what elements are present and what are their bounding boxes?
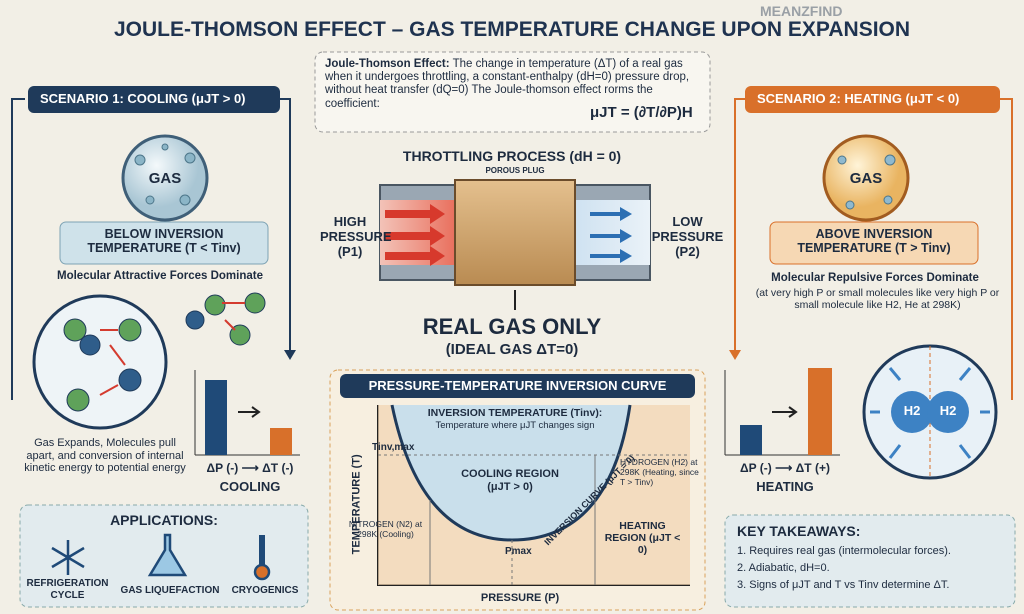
takeaway: 3. Signs of μJT and T vs Tinv determine … [737, 579, 950, 591]
note: (at very high P or small molecules like … [755, 287, 1000, 312]
inversion-title: INVERSION TEMPERATURE (Tinv): [427, 407, 603, 419]
heating-region: HEATING REGION (μJT < 0) [604, 520, 681, 557]
definition: Joule-Thomson Effect: The change in temp… [325, 58, 705, 111]
molecule-label: H2 [939, 403, 957, 418]
takeaway: 2. Adiabatic, dH=0. [737, 562, 830, 574]
watermark: MEANZFIND [760, 3, 843, 19]
arrow [284, 350, 296, 360]
formula: μJT = (∂T/∂P)H [590, 104, 693, 121]
applications-title: APPLICATIONS: [110, 512, 218, 528]
condition-box [59, 221, 269, 265]
curve-title: PRESSURE-TEMPERATURE INVERSION CURVE [368, 378, 667, 393]
temperature-bar [270, 428, 292, 455]
condition: BELOW INVERSION TEMPERATURE (T < Tinv) [87, 227, 241, 256]
pmax-label: Pmax [505, 546, 532, 557]
takeaway: 1. Requires real gas (intermolecular for… [737, 545, 951, 557]
real-gas: REAL GAS ONLY [422, 314, 602, 339]
takeaways-box [724, 514, 1016, 608]
explanation: Gas Expands, Molecules pull apart, and c… [24, 437, 186, 475]
pressure-bar [740, 425, 762, 455]
definition-box [314, 51, 711, 133]
inversion-text: Temperature where μJT changes sign [435, 420, 595, 431]
relation: ΔP (-) ⟶ ΔT (+) [740, 461, 830, 475]
condition-box [769, 221, 979, 265]
pressure-bar [205, 380, 227, 455]
application: CRYOGENICS [231, 585, 299, 596]
gas-label: GAS [849, 170, 883, 187]
throttling-title: THROTTLING PROCESS (dH = 0) [402, 148, 622, 164]
cooling-region: COOLING REGION (μJT > 0) [461, 468, 559, 493]
title: JOULE-THOMSON EFFECT – GAS TEMPERATURE C… [113, 18, 911, 41]
molecule-zoom [32, 294, 168, 430]
scenario2-header-bg [745, 86, 1000, 113]
tmax-label: Tinv,max [372, 442, 415, 453]
scenario1-header: SCENARIO 1: COOLING (μJT > 0) [40, 91, 246, 106]
connector [280, 98, 291, 355]
result: HEATING [756, 479, 814, 494]
hydrogen: HYDROGEN (H2) at 298K (Heating, since T … [620, 457, 699, 487]
gas-label: GAS [148, 170, 182, 187]
definition-label: Joule-Thomson Effect: [325, 58, 450, 70]
scenario1-header-bg [28, 86, 280, 113]
low-pressure: LOW PRESSURE (P2) [651, 214, 724, 259]
application: REFRIGERATION CYCLE [26, 578, 109, 601]
x-axis-label: PRESSURE (P) [480, 592, 560, 604]
connector [11, 98, 25, 400]
takeaways-title: KEY TAKEAWAYS: [737, 523, 861, 539]
porous-plug [454, 179, 576, 286]
molecule-label: H2 [903, 403, 921, 418]
definition-text: The change in temperature (ΔT) of a real… [325, 58, 690, 110]
temperature-bar [808, 368, 832, 455]
application: GAS LIQUEFACTION [120, 585, 220, 596]
ideal-gas: (IDEAL GAS ΔT=0) [445, 341, 579, 358]
relation: ΔP (-) ⟶ ΔT (-) [206, 461, 294, 475]
scenario2-header: SCENARIO 2: HEATING (μJT < 0) [757, 91, 960, 106]
plug-label: POROUS PLUG [485, 166, 545, 175]
forces: Molecular Repulsive Forces Dominate [771, 272, 979, 284]
forces: Molecular Attractive Forces Dominate [57, 270, 263, 282]
nitrogen: NITROGEN (N2) at 298K (Cooling) [348, 519, 423, 539]
result: COOLING [219, 479, 281, 494]
condition: ABOVE INVERSION TEMPERATURE (T > Tinv) [797, 227, 951, 256]
high-pressure: HIGH PRESSURE (P1) [320, 214, 392, 259]
